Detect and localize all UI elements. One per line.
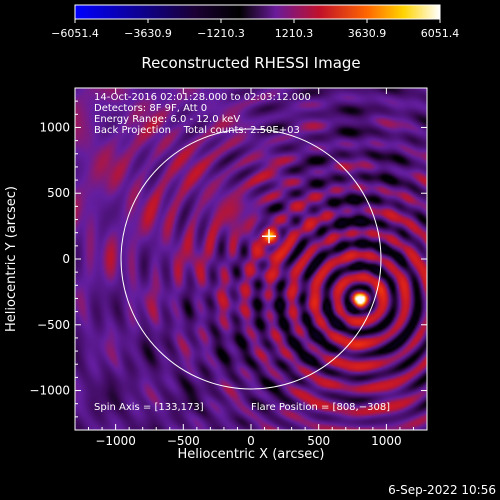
colorbar-tick-label: 1210.3 [275, 27, 314, 40]
colorbar-tick-label: −3630.9 [124, 27, 172, 40]
flare-position-text: Flare Position = [808,−308] [251, 402, 390, 413]
heatmap-area [75, 88, 427, 430]
colorbar-tick-label: −6051.4 [51, 27, 99, 40]
y-tick-label: −500 [37, 318, 70, 332]
spin-axis-text: Spin Axis = [133,173] [94, 402, 204, 413]
footer-date: 6-Sep-2022 10:56 [388, 483, 496, 497]
y-axis-label: Heliocentric Y (arcsec) [4, 186, 19, 332]
y-tick-label: −1000 [29, 384, 70, 398]
colorbar-tick-label: −1210.3 [197, 27, 245, 40]
colorbar-tick-label: 6051.4 [421, 27, 460, 40]
annotation-method-counts: Back Projection Total counts: 2.50E+03 [94, 125, 300, 136]
colorbar-tick-label: 3630.9 [348, 27, 387, 40]
y-tick-label: 1000 [39, 120, 70, 134]
x-tick-label: 500 [307, 434, 330, 448]
x-tick-label: 1000 [371, 434, 402, 448]
x-tick-label: −1000 [95, 434, 136, 448]
colorbar [74, 4, 441, 20]
annotation-energy-range: Energy Range: 6.0 - 12.0 keV [94, 114, 240, 125]
y-tick-label: 0 [62, 252, 70, 266]
solar-disk-circle [120, 128, 382, 390]
y-tick-label: 500 [47, 186, 70, 200]
x-tick-label: 0 [247, 434, 255, 448]
chart-title: Reconstructed RHESSI Image [141, 54, 360, 72]
annotation-detectors: Detectors: 8F 9F, Att 0 [94, 103, 207, 114]
x-axis-label: Heliocentric X (arcsec) [178, 447, 325, 462]
heatmap-image [75, 88, 427, 430]
colorbar-ticks: −6051.4 −3630.9 −1210.3 1210.3 3630.9 6051.4 [51, 19, 459, 40]
spin-axis-marker [262, 229, 277, 244]
axis-ticks: −1000 −500 0 500 1000 −1000 −500 0 500 1000 [29, 88, 427, 448]
x-tick-label: −500 [167, 434, 200, 448]
annotation-block: 14-Oct-2016 02:01:28.000 to 02:03:12.000… [94, 92, 311, 136]
annotation-time-range: 14-Oct-2016 02:01:28.000 to 02:03:12.000 [94, 92, 311, 103]
